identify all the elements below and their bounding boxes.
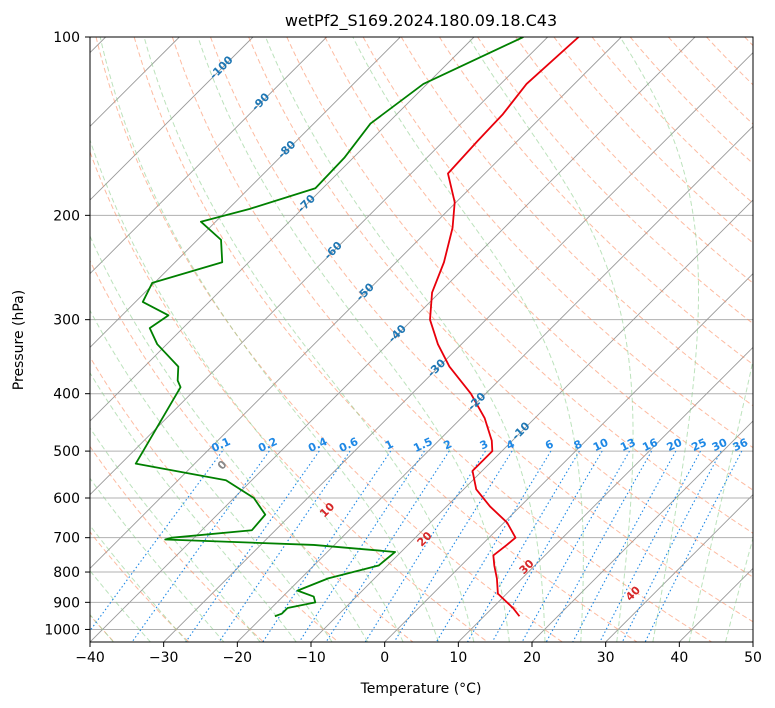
dry-adiabat-line [133,37,638,642]
isotherm-line [90,37,401,348]
mixing-ratio-label: 36 [731,436,751,454]
y-tick-label: 1000 [44,622,80,638]
x-tick-label: −40 [75,650,105,666]
x-tick-label: 20 [523,650,541,666]
x-tick-label: 0 [380,650,389,666]
mixing-ratio-lines [90,450,743,642]
x-tick-label: 30 [597,650,615,666]
isotherm-line [90,37,475,422]
isotherm-line [531,420,753,642]
dry-adiabat-line [210,37,753,623]
mixing-ratio-label: 25 [689,436,708,454]
moist-adiabat-line [725,536,753,642]
dry-adiabat-line [90,150,488,642]
x-tick-label: 50 [744,650,762,666]
x-tick-label: −20 [223,650,253,666]
x-tick-label: −10 [296,650,326,666]
dry-adiabat-line [248,37,753,578]
y-axis-ticks: 100 200 300 400 500 600 700 800 900 1000 [44,30,90,638]
moist-adiabat-line [688,358,753,642]
x-tick-label: 40 [670,650,688,666]
mixing-ratio-line [621,450,722,642]
mixing-ratio-line [491,450,603,642]
y-tick-label: 200 [53,208,80,224]
moist-adiabat-line [265,37,546,642]
mixing-ratio-line [599,450,702,642]
isotherm-line [605,494,753,642]
plot-frame [89,36,754,643]
isotherm-line [163,52,753,642]
dry-adiabat-line [515,37,753,284]
moist-adiabat-line [619,37,700,642]
dry-adiabat-line [362,37,753,449]
dry-adiabat-lines [90,37,753,642]
moist-adiabat-line [90,371,297,642]
moist-adiabat-line [90,234,369,642]
y-tick-label: 300 [53,313,80,329]
mixing-ratio-line [393,450,513,642]
dry-adiabat-line [324,37,753,491]
mixing-ratio-label: 16 [640,436,660,454]
moist-adiabat-line [352,37,584,642]
mixing-ratio-line [262,450,392,642]
temperature-line [429,37,580,617]
dry-adiabat-line [171,37,712,642]
y-tick-label: 400 [53,387,80,403]
mixing-ratio-line [218,450,351,642]
dry-adiabat-line [286,37,753,534]
dry-adiabat-line [400,37,753,407]
isotherm-lines [90,37,753,642]
x-tick-label: 10 [449,650,467,666]
dry-adiabat-line [90,356,339,642]
moist-adiabat-line [197,37,510,642]
isotherm-line [90,37,548,496]
y-tick-label: 100 [53,30,80,46]
mixing-ratio-line [185,450,320,642]
moist-adiabat-lines [90,37,753,642]
moist-adiabat-line [90,138,404,642]
isotherm-line [237,125,753,642]
pressure-gridlines [90,37,753,630]
dry-adiabat-line [90,259,414,642]
mixing-ratio-line [644,450,743,642]
y-tick-label: 500 [53,444,80,460]
dewpoint-line [134,37,524,618]
dry-adiabat-line [90,531,190,642]
isotherm-line [90,37,254,201]
x-axis-label: Temperature (°C) [360,681,482,697]
mixing-ratio-line [545,450,653,642]
y-axis-label: Pressure (hPa) [11,290,27,390]
mixing-ratio-line [521,450,630,642]
mixing-ratio-line [298,450,425,642]
y-tick-label: 900 [53,595,80,611]
mixing-ratio-label: 10 [591,436,611,454]
mixing-ratio-line [90,450,223,632]
moist-adiabat-line [143,37,475,642]
y-tick-label: 700 [53,531,80,547]
isotherm-line [90,37,327,275]
mixing-ratio-label: 20 [665,436,685,454]
dry-adiabat-line [95,37,563,642]
x-tick-label: −30 [149,650,179,666]
dry-adiabat-line [90,445,264,642]
moist-adiabat-line [90,477,225,642]
isotherm-line [90,37,622,569]
chart-title: wetPf2_S169.2024.180.09.18.C43 [285,11,557,31]
moist-adiabat-line [99,37,439,642]
y-tick-label: 800 [53,565,80,581]
profile-series [134,37,580,618]
moist-adiabat-line [90,427,261,642]
mixing-ratio-line [572,450,677,642]
moist-adiabat-line [90,309,333,642]
isotherm-line [458,346,753,642]
mixing-ratio-label: 13 [618,436,637,454]
x-axis-ticks: −40 −30 −20 −10 0 10 20 30 40 50 [75,642,762,666]
isotherm-line [384,273,753,642]
dry-adiabat-line [439,37,753,366]
dry-adiabat-line [477,37,753,325]
mixing-ratio-label: 30 [710,436,730,454]
y-tick-label: 600 [53,491,80,507]
